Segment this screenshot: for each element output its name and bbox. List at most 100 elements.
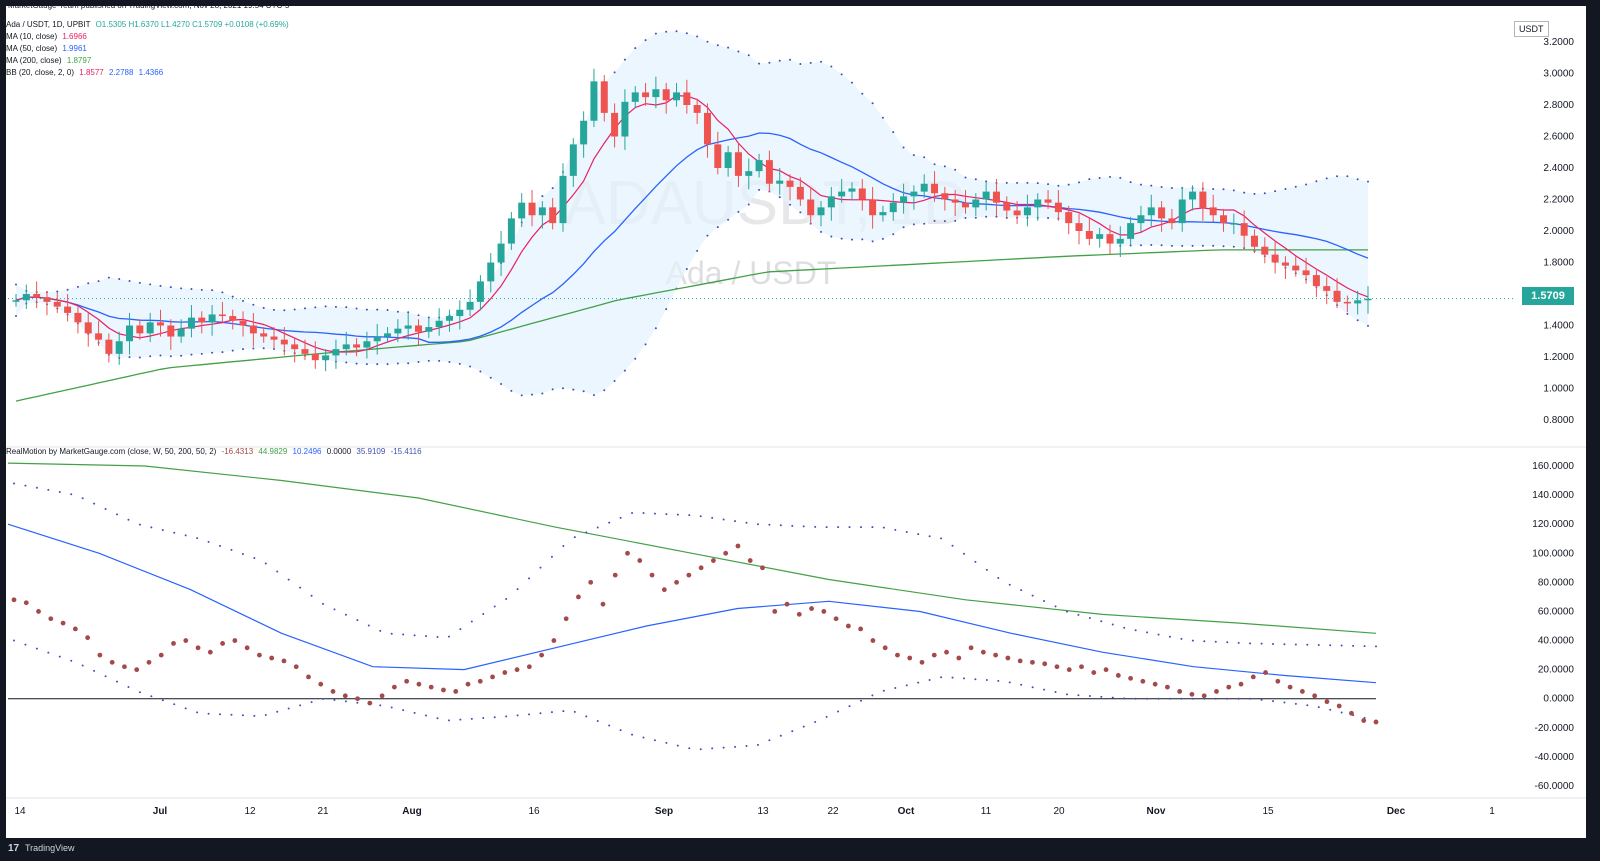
momentum-dot[interactable] xyxy=(195,645,201,651)
candle-body[interactable] xyxy=(445,316,453,321)
momentum-dot[interactable] xyxy=(441,687,446,693)
momentum-dot[interactable] xyxy=(1140,678,1146,684)
momentum-dot[interactable] xyxy=(1079,664,1084,670)
candle-body[interactable] xyxy=(280,339,288,345)
momentum-dot[interactable] xyxy=(1017,658,1023,664)
candle-body[interactable] xyxy=(74,312,82,323)
candle-body[interactable] xyxy=(827,196,835,208)
candle-body[interactable] xyxy=(1023,207,1031,216)
momentum-dot[interactable] xyxy=(342,693,348,699)
candle-body[interactable] xyxy=(1199,191,1207,208)
candle-body[interactable] xyxy=(703,112,711,145)
candle-body[interactable] xyxy=(373,336,381,342)
momentum-dot[interactable] xyxy=(882,645,888,651)
momentum-dot[interactable] xyxy=(993,652,999,658)
momentum-dot[interactable] xyxy=(907,655,913,661)
momentum-dot[interactable] xyxy=(1299,689,1305,694)
currency-label[interactable]: USDT xyxy=(1514,21,1549,37)
candle-body[interactable] xyxy=(518,202,526,219)
momentum-dot[interactable] xyxy=(1361,718,1367,723)
momentum-dot[interactable] xyxy=(1373,719,1379,725)
candle-body[interactable] xyxy=(1116,238,1124,244)
candle-body[interactable] xyxy=(218,314,226,317)
momentum-dot[interactable] xyxy=(588,579,594,585)
momentum-dot[interactable] xyxy=(1349,710,1354,716)
momentum-dot[interactable] xyxy=(146,659,152,665)
candle-body[interactable] xyxy=(776,180,784,184)
candle-body[interactable] xyxy=(580,120,588,145)
candle-body[interactable] xyxy=(559,175,567,224)
momentum-dot[interactable] xyxy=(845,623,851,629)
candle-body[interactable] xyxy=(900,196,908,203)
momentum-dot[interactable] xyxy=(97,652,103,658)
candle-body[interactable] xyxy=(1250,235,1258,247)
candle-body[interactable] xyxy=(755,160,763,172)
momentum-dot[interactable] xyxy=(134,667,140,673)
momentum-dot[interactable] xyxy=(784,601,790,607)
candle-body[interactable] xyxy=(817,207,825,216)
momentum-dot[interactable] xyxy=(11,597,17,603)
candle-body[interactable] xyxy=(64,306,72,313)
candle-body[interactable] xyxy=(1312,275,1320,287)
legend-bb-row[interactable]: BB (20, close, 2, 0) 1.8577 2.2788 1.436… xyxy=(6,67,289,79)
candle-body[interactable] xyxy=(786,180,794,187)
candle-body[interactable] xyxy=(673,92,681,101)
candle-body[interactable] xyxy=(1323,286,1331,291)
candle-body[interactable] xyxy=(941,193,949,200)
candle-body[interactable] xyxy=(291,344,299,350)
momentum-dot[interactable] xyxy=(85,635,91,641)
candle-body[interactable] xyxy=(53,301,61,307)
momentum-dot[interactable] xyxy=(796,611,802,617)
momentum-dot[interactable] xyxy=(158,652,164,658)
candle-body[interactable] xyxy=(807,199,815,216)
candle-body[interactable] xyxy=(105,339,113,354)
candle-body[interactable] xyxy=(693,105,701,113)
candle-body[interactable] xyxy=(353,344,361,348)
momentum-dot[interactable] xyxy=(330,689,336,694)
candle-body[interactable] xyxy=(332,349,340,356)
momentum-dot[interactable] xyxy=(1066,667,1072,673)
momentum-dot[interactable] xyxy=(109,659,115,665)
candle-body[interactable] xyxy=(972,199,980,208)
momentum-dot[interactable] xyxy=(269,655,275,661)
candle-body[interactable] xyxy=(1178,199,1186,224)
candle-body[interactable] xyxy=(84,322,92,334)
candle-body[interactable] xyxy=(631,92,639,102)
candle-body[interactable] xyxy=(384,333,392,337)
momentum-dot[interactable] xyxy=(183,638,189,643)
tradingview-name[interactable]: TradingView xyxy=(25,843,75,853)
candle-body[interactable] xyxy=(1085,231,1093,239)
momentum-dot[interactable] xyxy=(723,550,729,556)
candle-body[interactable] xyxy=(270,336,278,340)
momentum-dot[interactable] xyxy=(23,600,29,606)
candle-body[interactable] xyxy=(538,207,546,216)
legend-ma10-row[interactable]: MA (10, close) 1.6966 xyxy=(6,31,289,43)
momentum-dot[interactable] xyxy=(1128,675,1133,681)
candle-body[interactable] xyxy=(363,341,371,348)
momentum-dot[interactable] xyxy=(355,696,360,702)
momentum-dot[interactable] xyxy=(220,641,225,646)
candle-body[interactable] xyxy=(982,191,990,200)
momentum-dot[interactable] xyxy=(428,684,434,690)
momentum-dot[interactable] xyxy=(281,658,287,664)
momentum-dot[interactable] xyxy=(1214,689,1219,694)
momentum-dot[interactable] xyxy=(539,652,545,658)
momentum-dot[interactable] xyxy=(1165,684,1170,690)
candle-body[interactable] xyxy=(95,333,103,340)
momentum-dot[interactable] xyxy=(404,678,410,684)
momentum-dot[interactable] xyxy=(416,681,422,687)
momentum-dot[interactable] xyxy=(1324,699,1330,705)
candle-body[interactable] xyxy=(745,171,753,176)
momentum-dot[interactable] xyxy=(1336,703,1342,709)
candle-body[interactable] xyxy=(1013,210,1021,216)
momentum-dot[interactable] xyxy=(698,565,704,571)
momentum-dot[interactable] xyxy=(306,674,311,680)
momentum-dot[interactable] xyxy=(1005,655,1011,661)
candle-body[interactable] xyxy=(497,243,505,263)
candle-body[interactable] xyxy=(714,144,722,168)
candle-body[interactable] xyxy=(569,144,577,176)
candle-body[interactable] xyxy=(992,191,1000,203)
candle-body[interactable] xyxy=(838,191,846,197)
momentum-dot[interactable] xyxy=(711,558,716,563)
momentum-dot[interactable] xyxy=(980,649,986,655)
